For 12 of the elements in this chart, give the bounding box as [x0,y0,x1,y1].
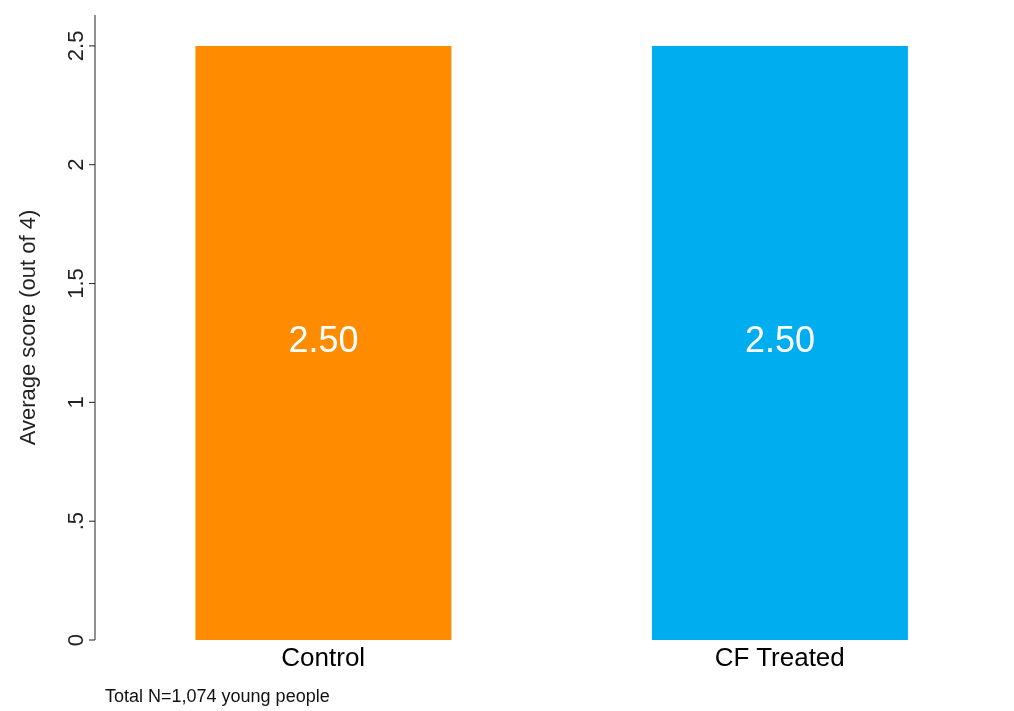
data-label: 2.50 [744,319,815,361]
x-tick-label: Control [281,642,366,673]
text: Total N=1,074 young people [105,686,330,707]
y-tick-label: 2 [63,158,88,171]
y-tick-label: 0 [63,633,88,647]
y-axis-title: Average score (out of 4) [14,209,40,446]
y-tick-label: 1.5 [63,268,88,299]
x-tick-label: CF Treated [714,642,845,673]
y-tick-label: 2.5 [63,30,88,62]
y-tick-label: .5 [63,512,88,531]
y-tick-label: 1 [63,396,88,409]
data-label: 2.50 [288,319,359,361]
